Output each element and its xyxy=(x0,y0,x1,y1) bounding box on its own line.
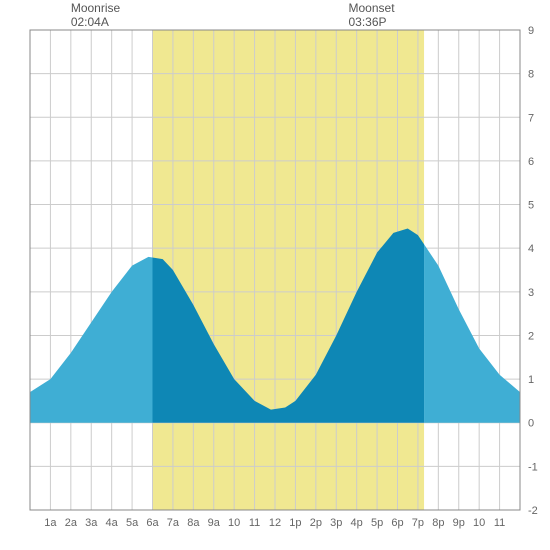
x-tick-label: 3p xyxy=(330,517,342,529)
tide-chart-svg: -2-101234567891a2a3a4a5a6a7a8a9a1011121p… xyxy=(0,0,550,550)
y-tick-label: 9 xyxy=(528,25,534,37)
y-tick-label: 5 xyxy=(528,200,534,212)
x-tick-label: 1p xyxy=(289,517,301,529)
x-tick-label: 2p xyxy=(310,517,322,529)
y-tick-label: -1 xyxy=(528,461,538,473)
x-tick-label: 9a xyxy=(208,517,221,529)
x-tick-label: 8a xyxy=(187,517,200,529)
moonrise-label: Moonrise xyxy=(71,1,121,15)
moonset-time: 03:36P xyxy=(349,15,387,29)
x-tick-label: 6a xyxy=(146,517,159,529)
x-tick-label: 3a xyxy=(85,517,98,529)
x-tick-label: 11 xyxy=(249,517,260,529)
y-tick-label: 7 xyxy=(528,112,534,124)
x-tick-label: 5p xyxy=(371,517,383,529)
moonset-header: Moonset03:36P xyxy=(349,1,396,29)
y-tick-label: 4 xyxy=(528,243,534,255)
x-tick-label: 12 xyxy=(269,517,281,529)
x-tick-label: 4p xyxy=(351,517,363,529)
y-tick-label: 8 xyxy=(528,69,534,81)
y-tick-label: 0 xyxy=(528,418,534,430)
y-tick-label: 2 xyxy=(528,330,534,342)
tide-chart: -2-101234567891a2a3a4a5a6a7a8a9a1011121p… xyxy=(0,0,550,550)
y-tick-label: 3 xyxy=(528,287,534,299)
y-tick-label: 6 xyxy=(528,156,534,168)
moonrise-time: 02:04A xyxy=(71,15,109,29)
x-tick-label: 2a xyxy=(65,517,78,529)
x-tick-label: 9p xyxy=(453,517,465,529)
x-tick-label: 4a xyxy=(106,517,119,529)
x-tick-label: 7a xyxy=(167,517,180,529)
moonrise-header: Moonrise02:04A xyxy=(71,1,121,29)
x-tick-label: 8p xyxy=(432,517,444,529)
y-tick-label: 1 xyxy=(528,374,534,386)
x-tick-label: 5a xyxy=(126,517,139,529)
x-tick-label: 6p xyxy=(391,517,403,529)
x-tick-label: 7p xyxy=(412,517,424,529)
x-tick-label: 11 xyxy=(494,517,505,529)
x-tick-label: 10 xyxy=(228,517,240,529)
x-tick-label: 10 xyxy=(473,517,485,529)
y-tick-label: -2 xyxy=(528,505,538,517)
x-tick-label: 1a xyxy=(44,517,57,529)
moonset-label: Moonset xyxy=(349,1,396,15)
